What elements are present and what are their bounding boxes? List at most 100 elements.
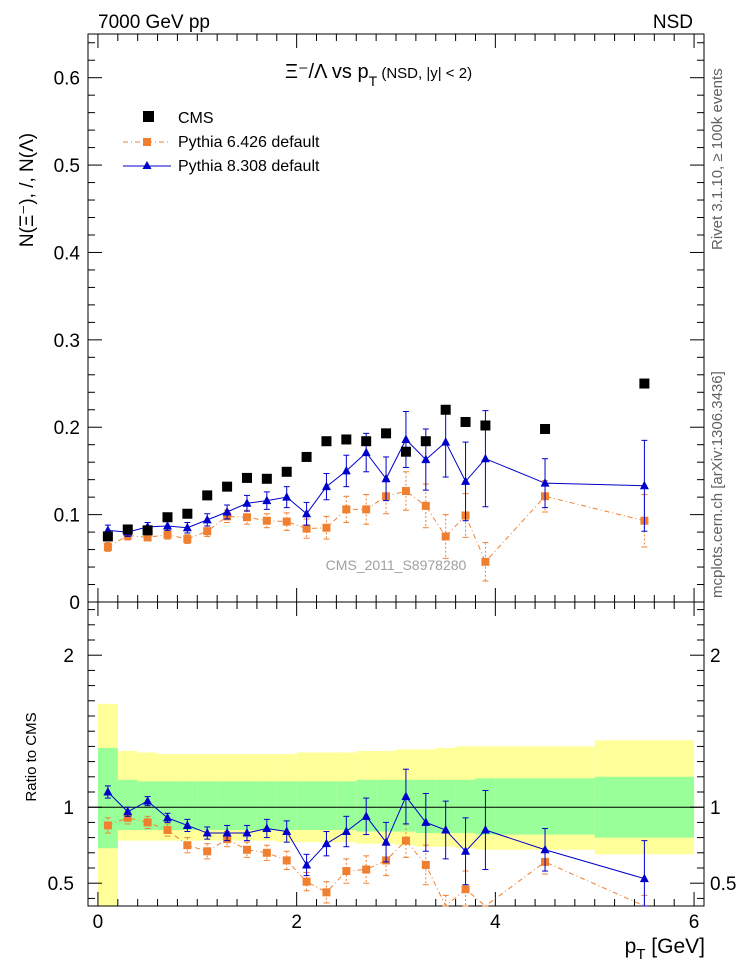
py8-point bbox=[639, 480, 649, 490]
cms-point bbox=[222, 481, 233, 492]
ratio-py6-point bbox=[183, 841, 192, 850]
py8-point bbox=[540, 478, 550, 487]
ratio-py8-point bbox=[480, 825, 490, 834]
cms-point bbox=[420, 436, 431, 447]
ratio-py8-point bbox=[540, 844, 550, 854]
cms-point bbox=[381, 428, 392, 439]
ratio-y-tick-label: 1 bbox=[63, 798, 74, 819]
ratio-py8-point bbox=[182, 820, 192, 829]
cms-point bbox=[281, 466, 292, 477]
ratio-py8-point bbox=[262, 823, 272, 832]
ratio-band-inner bbox=[455, 779, 476, 834]
ratio-py8-point bbox=[123, 806, 133, 816]
cms-point bbox=[540, 423, 551, 434]
x-tick-label: 0 bbox=[93, 912, 104, 933]
py6-point bbox=[441, 532, 450, 541]
ratio-bands bbox=[88, 703, 704, 906]
x-tick-label: 2 bbox=[291, 912, 302, 933]
ratio-data bbox=[103, 768, 649, 907]
main-data bbox=[102, 378, 650, 582]
cms-point bbox=[480, 420, 491, 431]
py8-point bbox=[182, 522, 192, 532]
ratio-py8-point bbox=[341, 826, 351, 836]
py6-point bbox=[421, 501, 430, 510]
header-right: NSD bbox=[653, 12, 693, 33]
ratio-py8-point bbox=[441, 825, 451, 834]
ratio-axes: 0.5 0.5 1 1 2 2 0 2 4 6 bbox=[48, 602, 736, 933]
y-tick-label: 0.2 bbox=[54, 418, 80, 439]
py6-point bbox=[183, 535, 192, 544]
ratio-py8-line bbox=[107, 791, 645, 880]
cms-point bbox=[321, 436, 332, 447]
cms-point bbox=[341, 434, 352, 445]
py6-point bbox=[401, 487, 410, 496]
cms-point bbox=[182, 508, 193, 519]
y-tick-label: 0.6 bbox=[54, 69, 80, 90]
ratio-y-tick-label: 2 bbox=[63, 646, 74, 667]
py8-point bbox=[361, 447, 371, 457]
ratio-band-inner bbox=[276, 781, 297, 830]
ratio-py6-point bbox=[421, 860, 430, 869]
py8-point bbox=[302, 508, 312, 518]
legend-marker-py6 bbox=[143, 138, 151, 146]
py6-point bbox=[242, 513, 251, 522]
x-tick-label: 6 bbox=[689, 912, 700, 933]
ratio-py6-point bbox=[362, 865, 371, 874]
legend-marker-py8 bbox=[142, 161, 152, 169]
rivet-label: Rivet 3.1.10, ≥ 100k events bbox=[709, 68, 726, 250]
py8-point bbox=[321, 481, 331, 491]
ratio-py8-point bbox=[242, 828, 252, 837]
py6-point bbox=[262, 516, 271, 525]
ratio-ylabel: Ratio to CMS bbox=[23, 712, 40, 801]
mcplots-label: mcplots.cern.ch [arXiv:1306.3436] bbox=[709, 371, 726, 598]
ratio-py6-point bbox=[461, 885, 470, 894]
y-tick-label: 0 bbox=[69, 593, 80, 614]
py6-point bbox=[143, 533, 152, 542]
py8-point bbox=[222, 506, 232, 516]
y-tick-label: 0.3 bbox=[54, 331, 80, 352]
ratio-py8-point bbox=[321, 838, 331, 848]
cms-point bbox=[460, 416, 471, 427]
ratio-y-tick-label: 0.5 bbox=[48, 874, 74, 895]
ratio-y-tick-label-right: 2 bbox=[710, 646, 721, 667]
ratio-py8-point bbox=[222, 828, 232, 837]
ratio-y-tick-label-right: 1 bbox=[710, 798, 721, 819]
cms-point bbox=[202, 490, 213, 501]
x-axis-label: pT [GeV] bbox=[625, 935, 705, 963]
y-tick-label: 0.4 bbox=[54, 243, 81, 264]
cms-point bbox=[102, 531, 113, 542]
ratio-band-inner bbox=[316, 781, 337, 830]
cms-point bbox=[241, 472, 252, 483]
py8-point bbox=[480, 453, 490, 463]
py6-point bbox=[163, 530, 172, 539]
legend-label-py6: Pythia 6.426 default bbox=[178, 134, 320, 151]
ratio-py8-point bbox=[461, 846, 471, 855]
py6-point bbox=[342, 505, 351, 514]
x-axis-label-sub: T bbox=[636, 946, 645, 963]
main-title-tail: (NSD, |y| < 2) bbox=[377, 65, 472, 82]
ratio-py6-point bbox=[342, 867, 351, 876]
cms-point bbox=[142, 525, 153, 536]
ratio-band-inner bbox=[336, 781, 357, 830]
ratio-py8-point bbox=[143, 796, 153, 805]
ratio-band-inner bbox=[177, 781, 198, 830]
ratio-band-inner bbox=[376, 779, 396, 832]
x-tick-label: 4 bbox=[490, 912, 501, 933]
ratio-py6-point bbox=[143, 818, 152, 827]
cms-point bbox=[162, 512, 173, 523]
ratio-py6-point bbox=[322, 888, 331, 897]
py6-point bbox=[362, 505, 371, 514]
py8-point bbox=[441, 437, 451, 446]
ratio-py6-point bbox=[123, 813, 132, 822]
ratio-py8-point bbox=[381, 837, 391, 846]
ratio-py8-point bbox=[202, 828, 212, 837]
ratio-py6-point bbox=[203, 847, 212, 856]
cms-point bbox=[122, 524, 133, 535]
header-left: 7000 GeV pp bbox=[98, 12, 210, 33]
y-tick-label: 0.1 bbox=[54, 506, 80, 527]
main-plot-frame bbox=[87, 33, 705, 603]
ratio-band-inner bbox=[117, 779, 138, 830]
py8-point bbox=[421, 454, 431, 464]
ratio-band-inner bbox=[256, 781, 277, 830]
ratio-band-inner bbox=[495, 778, 595, 835]
